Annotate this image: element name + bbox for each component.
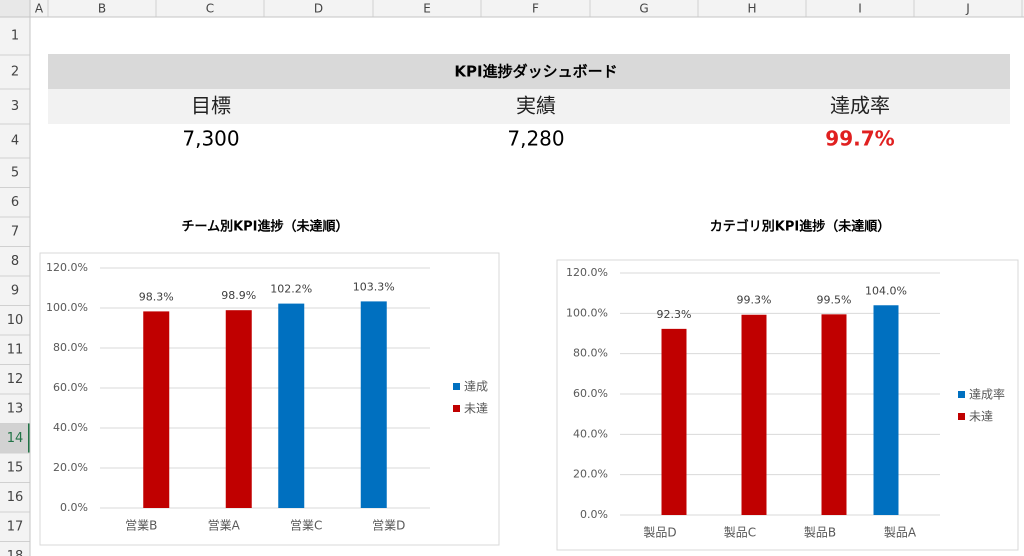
- y-tick-label: 40.0%: [53, 421, 88, 434]
- kpi-value: 7,280: [507, 127, 564, 151]
- column-header[interactable]: D: [314, 2, 323, 16]
- row-header[interactable]: 17: [7, 519, 24, 534]
- row-header[interactable]: 3: [11, 99, 19, 114]
- y-tick-label: 100.0%: [566, 306, 608, 319]
- value-label: 98.9%: [221, 289, 256, 302]
- row-header[interactable]: 13: [7, 401, 24, 416]
- value-label: 92.3%: [657, 308, 692, 321]
- y-tick-label: 80.0%: [573, 347, 608, 360]
- chart-frame[interactable]: [39, 252, 500, 546]
- y-tick-label: 120.0%: [46, 261, 88, 274]
- row-header[interactable]: 10: [7, 313, 24, 328]
- column-header-bar: [0, 0, 1024, 17]
- x-tick-label: 製品A: [884, 526, 917, 540]
- value-label: 98.3%: [139, 290, 174, 303]
- selected-row-marker: [28, 423, 30, 453]
- dashboard-title-band: [48, 54, 1010, 89]
- dashboard-title: KPI進捗ダッシュボード: [454, 63, 617, 81]
- chart-title: カテゴリ別KPI進捗（未達順）: [710, 219, 890, 235]
- selected-row-header: [0, 423, 30, 453]
- dashboard-label-band: [48, 89, 1010, 124]
- row-header[interactable]: 6: [11, 195, 19, 210]
- column-header[interactable]: I: [858, 2, 862, 16]
- row-header[interactable]: 18: [7, 549, 24, 556]
- select-all[interactable]: [0, 0, 30, 17]
- column-header[interactable]: F: [532, 2, 539, 16]
- value-label: 99.3%: [737, 294, 772, 307]
- column-header[interactable]: C: [206, 2, 214, 16]
- legend-label[interactable]: 達成: [464, 380, 488, 394]
- column-header[interactable]: B: [98, 2, 106, 16]
- kpi-label: 目標: [191, 94, 231, 118]
- bar[interactable]: [225, 310, 252, 508]
- legend-swatch: [453, 405, 460, 412]
- kpi-value: 99.7%: [825, 127, 894, 151]
- column-header[interactable]: J: [965, 2, 970, 16]
- kpi-value: 7,300: [182, 127, 239, 151]
- bar[interactable]: [821, 314, 847, 515]
- row-header[interactable]: 11: [7, 342, 24, 357]
- x-tick-label: 製品C: [724, 526, 756, 540]
- column-header[interactable]: A: [35, 2, 44, 16]
- row-header-bar: [0, 17, 30, 556]
- chart-title: チーム別KPI進捗（未達順）: [181, 219, 348, 235]
- row-header[interactable]: 9: [11, 283, 19, 298]
- bar[interactable]: [741, 314, 767, 515]
- legend-label[interactable]: 未達: [464, 402, 488, 416]
- active-cell[interactable]: [31, 18, 48, 54]
- value-label: 104.0%: [865, 284, 907, 297]
- y-tick-label: 20.0%: [573, 468, 608, 481]
- row-header[interactable]: 5: [11, 165, 19, 180]
- row-header[interactable]: 14: [7, 431, 24, 446]
- x-tick-label: 営業C: [290, 519, 322, 533]
- chart-frame[interactable]: [556, 259, 1019, 551]
- y-tick-label: 60.0%: [53, 381, 88, 394]
- legend-label[interactable]: 達成率: [969, 387, 1005, 402]
- kpi-label: 実績: [516, 94, 556, 118]
- legend-label[interactable]: 未達: [969, 410, 993, 424]
- y-tick-label: 120.0%: [566, 266, 608, 279]
- column-header[interactable]: H: [747, 2, 756, 16]
- row-header[interactable]: 12: [7, 372, 24, 387]
- y-tick-label: 100.0%: [46, 301, 88, 314]
- row-header[interactable]: 1: [11, 29, 19, 44]
- row-header[interactable]: 2: [11, 65, 19, 80]
- x-tick-label: 製品B: [804, 526, 836, 540]
- legend-swatch: [958, 413, 965, 420]
- y-tick-label: 60.0%: [573, 387, 608, 400]
- column-header[interactable]: G: [639, 2, 648, 16]
- value-label: 102.2%: [270, 283, 312, 296]
- bar[interactable]: [360, 301, 387, 508]
- bar[interactable]: [278, 303, 305, 508]
- bar[interactable]: [873, 305, 899, 515]
- y-tick-label: 0.0%: [60, 501, 88, 514]
- legend-swatch: [958, 391, 965, 398]
- bar[interactable]: [661, 328, 687, 515]
- bar[interactable]: [143, 311, 170, 508]
- y-tick-label: 40.0%: [573, 427, 608, 440]
- row-header[interactable]: 7: [11, 224, 19, 239]
- x-tick-label: 営業B: [125, 519, 157, 533]
- kpi-label: 達成率: [830, 94, 890, 118]
- legend-swatch: [453, 383, 460, 390]
- row-header[interactable]: 8: [11, 254, 19, 269]
- row-header[interactable]: 15: [7, 460, 24, 475]
- y-tick-label: 80.0%: [53, 341, 88, 354]
- y-tick-label: 20.0%: [53, 461, 88, 474]
- value-label: 99.5%: [817, 293, 852, 306]
- row-header[interactable]: 16: [7, 490, 24, 505]
- x-tick-label: 営業A: [208, 519, 241, 533]
- value-label: 103.3%: [353, 280, 395, 293]
- x-tick-label: 営業D: [372, 519, 405, 533]
- y-tick-label: 0.0%: [580, 508, 608, 521]
- column-header[interactable]: E: [423, 2, 431, 16]
- x-tick-label: 製品D: [643, 526, 676, 540]
- row-header[interactable]: 4: [11, 134, 19, 149]
